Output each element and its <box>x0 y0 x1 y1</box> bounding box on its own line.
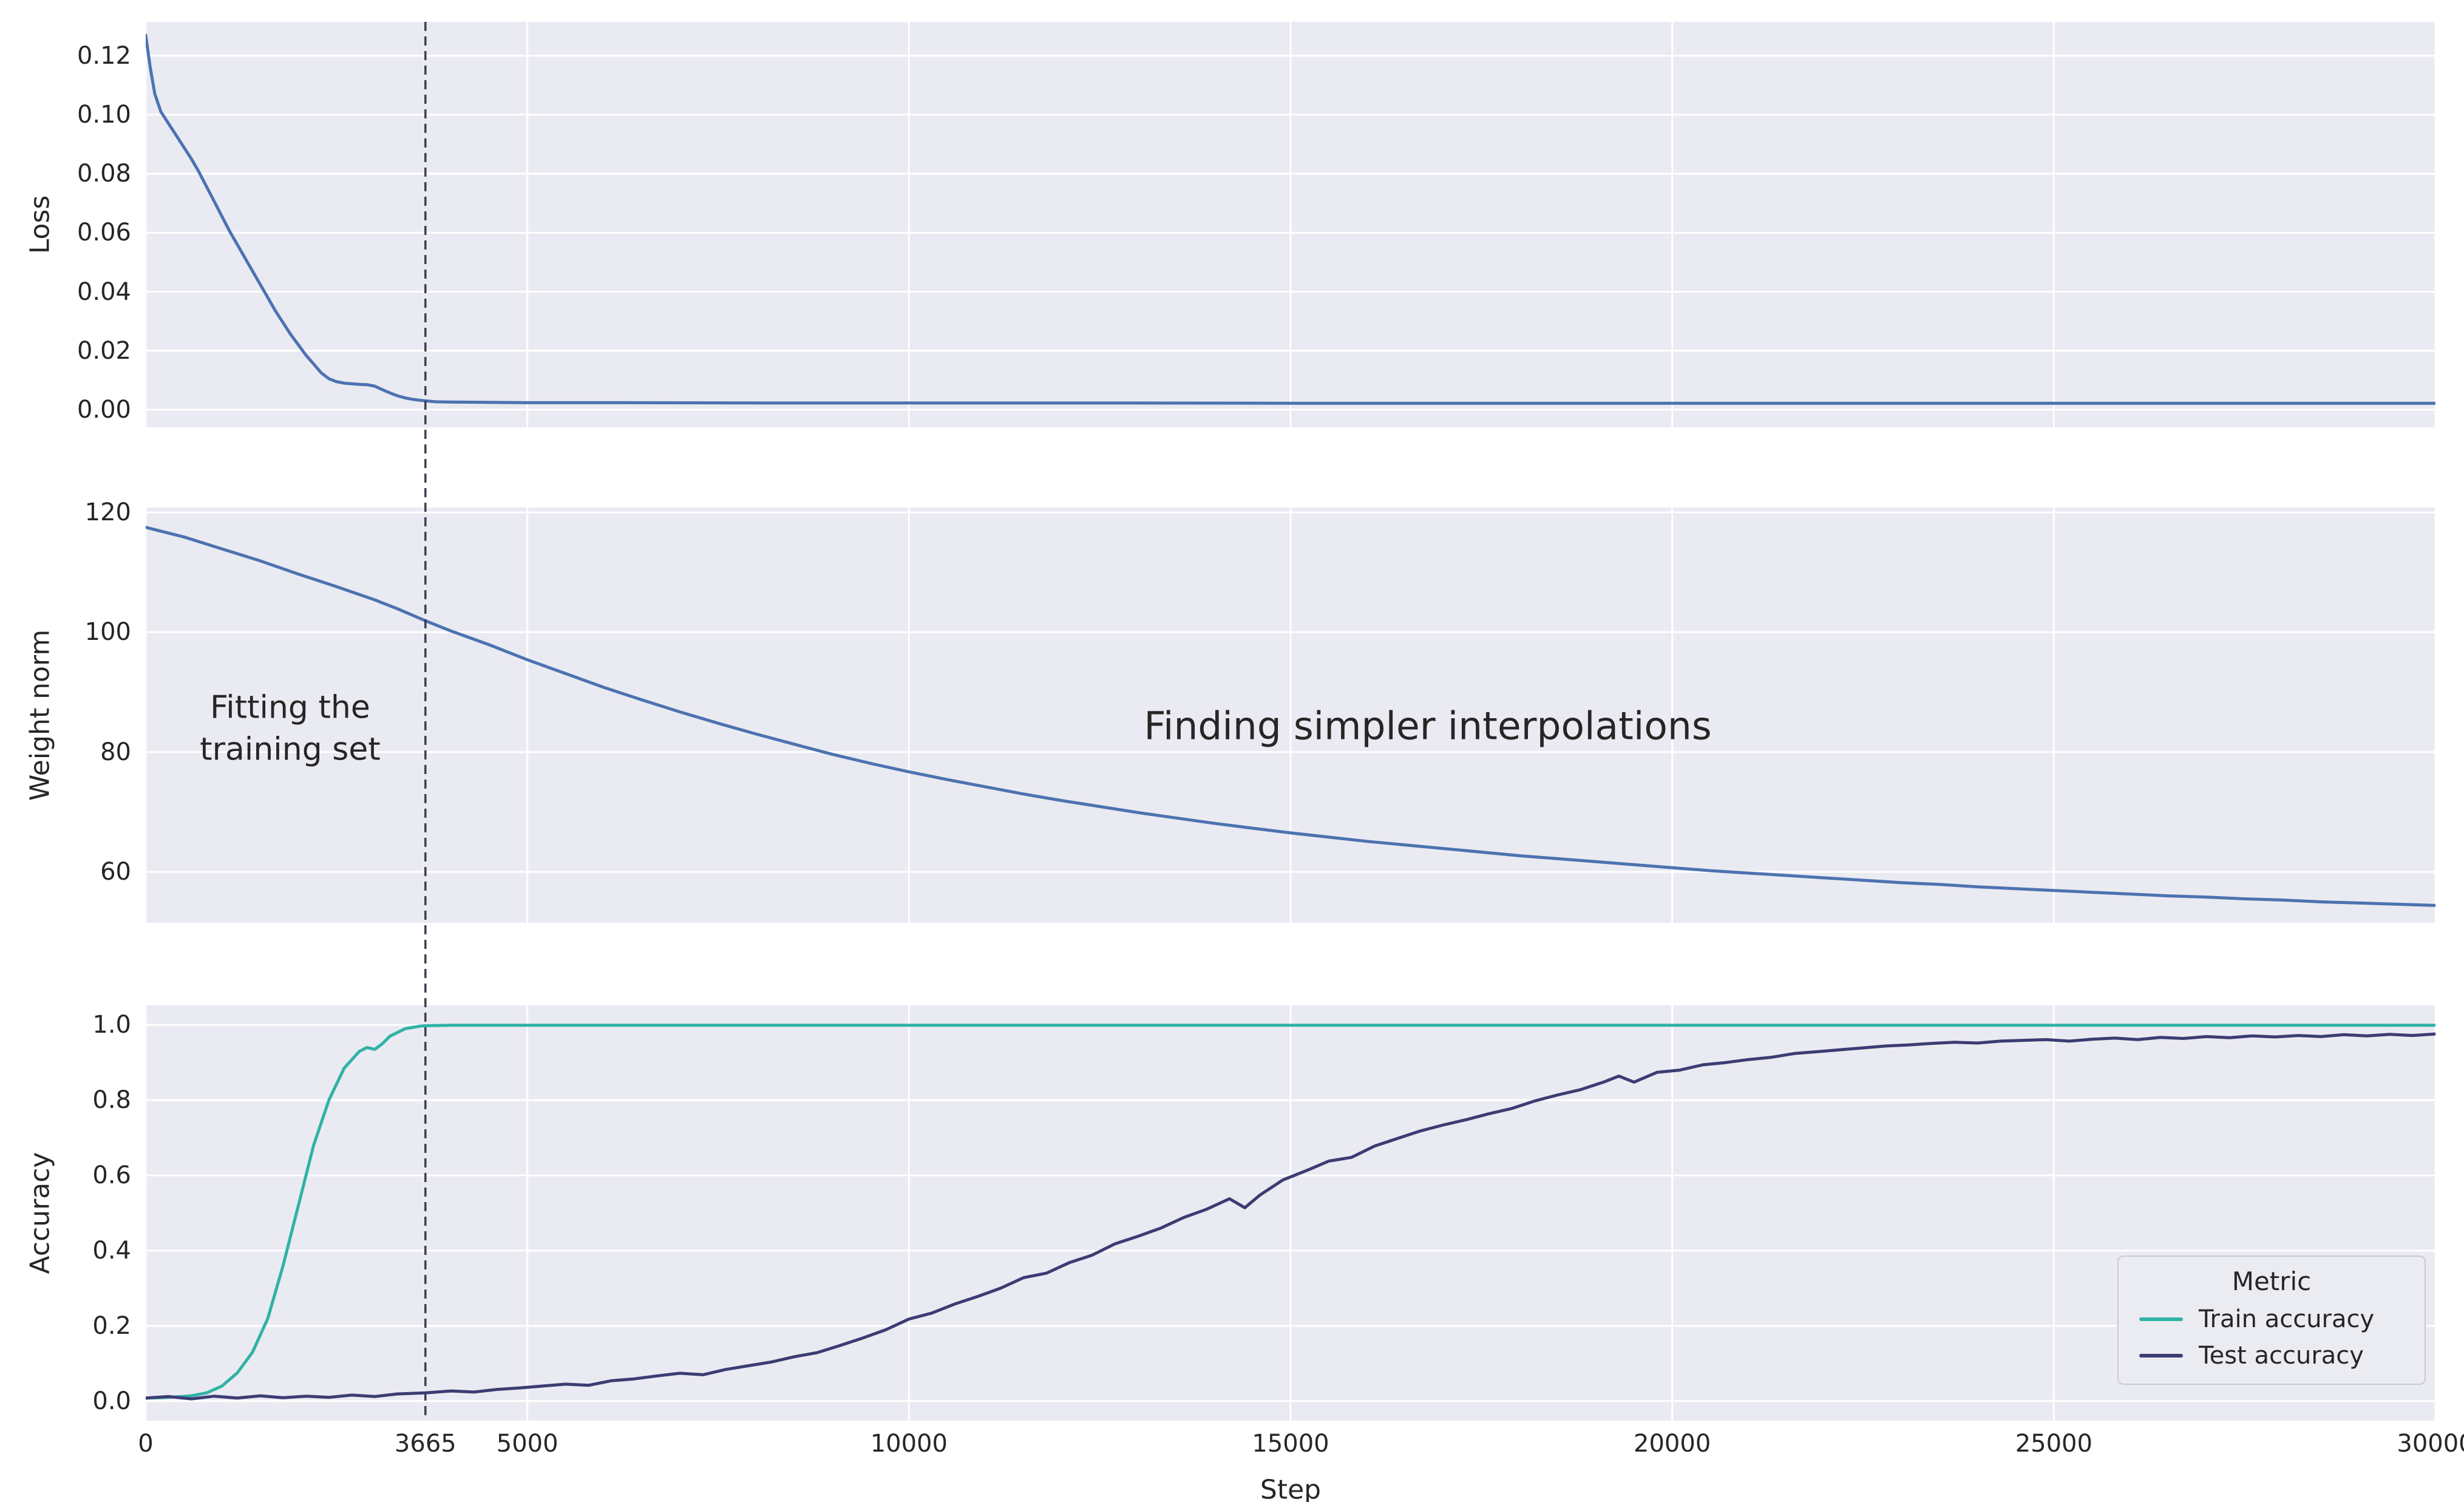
annotation-fitting-line2: training set <box>200 731 381 767</box>
y-tick-label-loss: 0.04 <box>76 277 131 306</box>
x-tick-label: 20000 <box>1634 1430 1711 1458</box>
y-tick-label-accuracy: 0.6 <box>92 1161 131 1190</box>
y-tick-label-weight-norm: 80 <box>100 738 131 766</box>
legend-label-test: Test accuracy <box>2199 1342 2364 1370</box>
legend-item-train-accuracy: Train accuracy <box>2139 1306 2404 1333</box>
legend-item-test-accuracy: Test accuracy <box>2139 1342 2404 1369</box>
x-tick-label: 25000 <box>2015 1430 2092 1458</box>
annotation-finding-simpler-interpolations: Finding simpler interpolations <box>1144 704 1712 749</box>
plot-panel-loss <box>146 22 2435 427</box>
x-axis-label: Step <box>1260 1474 1322 1502</box>
series-line-test-accuracy <box>146 1032 2435 1401</box>
y-tick-label-accuracy: 0.8 <box>92 1086 131 1115</box>
y-tick-label-loss: 0.10 <box>76 101 131 129</box>
y-tick-label-accuracy: 0.4 <box>92 1236 131 1265</box>
legend-swatch-test <box>2139 1354 2183 1358</box>
legend: Metric Train accuracy Test accuracy <box>2117 1256 2426 1385</box>
legend-title: Metric <box>2232 1266 2312 1296</box>
plot-canvas-accuracy <box>146 1005 2435 1421</box>
series-line-train-loss <box>146 33 2435 405</box>
series-line-weight-norm <box>146 526 2435 907</box>
y-tick-label-accuracy: 0.0 <box>92 1387 131 1415</box>
y-tick-label-accuracy: 1.0 <box>92 1011 131 1039</box>
y-tick-label-loss: 0.00 <box>76 395 131 424</box>
legend-swatch-train <box>2139 1317 2183 1321</box>
annotation-fitting-training-set: Fitting the training set <box>200 687 380 770</box>
y-tick-label-weight-norm: 120 <box>84 498 131 526</box>
x-tick-label: 3665 <box>394 1430 456 1458</box>
y-axis-label-weight-norm: Weight norm <box>24 629 56 801</box>
legend-label-train: Train accuracy <box>2199 1305 2375 1333</box>
y-tick-label-loss: 0.12 <box>76 41 131 70</box>
x-tick-label: 5000 <box>496 1430 558 1458</box>
x-tick-label: 30000 <box>2397 1430 2464 1458</box>
y-axis-label-accuracy: Accuracy <box>24 1152 56 1274</box>
x-tick-label: 0 <box>138 1430 154 1458</box>
y-tick-label-weight-norm: 100 <box>84 618 131 647</box>
y-tick-label-loss: 0.08 <box>76 160 131 188</box>
series-line-train-accuracy <box>146 1024 2435 1400</box>
plot-panel-weight-norm <box>146 508 2435 923</box>
plot-panel-accuracy <box>146 1005 2435 1421</box>
y-tick-label-loss: 0.06 <box>76 219 131 247</box>
plot-canvas-weight-norm <box>146 508 2435 923</box>
x-tick-label: 15000 <box>1252 1430 1329 1458</box>
y-axis-label-loss: Loss <box>24 195 56 254</box>
annotation-fitting-line1: Fitting the <box>210 689 370 726</box>
y-tick-label-accuracy: 0.2 <box>92 1311 131 1340</box>
plot-canvas-loss <box>146 22 2435 427</box>
x-tick-label: 10000 <box>870 1430 948 1458</box>
y-tick-label-weight-norm: 60 <box>100 858 131 886</box>
y-tick-label-loss: 0.02 <box>76 336 131 365</box>
